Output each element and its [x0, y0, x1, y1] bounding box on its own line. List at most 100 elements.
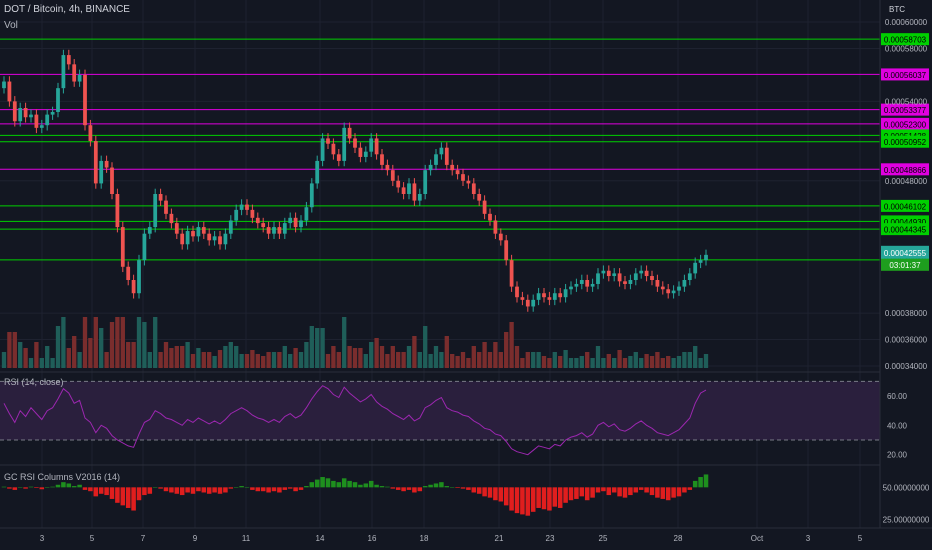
volume-bar: [390, 346, 395, 368]
gc-column: [509, 487, 514, 511]
volume-bar: [342, 317, 347, 368]
gc-column: [633, 487, 639, 493]
volume-bar: [72, 336, 77, 368]
volume-bar: [493, 342, 498, 368]
gc-column: [638, 487, 644, 490]
volume-bar: [396, 352, 401, 368]
volume-bar: [590, 358, 595, 368]
candle-body: [336, 154, 341, 161]
candle-body: [29, 114, 33, 118]
volume-bar: [649, 356, 655, 368]
gc-column: [482, 487, 487, 497]
volume-bar: [309, 326, 314, 368]
gc-column: [568, 487, 574, 501]
gc-column: [428, 484, 433, 488]
candle-body: [450, 164, 455, 171]
volume-bar: [698, 358, 703, 368]
candle-body: [39, 125, 44, 128]
volume-bar: [444, 336, 449, 368]
gc-column: [455, 487, 460, 488]
volume-bar: [120, 317, 125, 368]
volume-bar: [288, 354, 293, 368]
volume-bar: [23, 348, 28, 368]
volume-bar: [126, 342, 131, 368]
gc-column: [50, 486, 55, 488]
gc-tick: 25.00000000: [883, 516, 930, 525]
volume-bar: [563, 350, 568, 368]
volume-bar: [147, 352, 152, 368]
candle-body: [677, 286, 681, 291]
volume-bar: [39, 358, 44, 368]
candle-body: [299, 220, 303, 228]
volume-bar: [374, 338, 379, 368]
gc-column: [115, 487, 120, 503]
horizontal-levels[interactable]: 0.00058703 0.00056037 0.00053377 0.00052300…: [0, 33, 929, 266]
gc-column: [61, 482, 66, 488]
rsi-tick: 20.00: [887, 451, 908, 460]
price-tick: 0.00036000: [885, 336, 928, 345]
volume-bar: [423, 326, 428, 368]
volume-bar: [509, 322, 514, 368]
gc-column: [66, 483, 72, 488]
gc-column: [503, 487, 509, 506]
gc-column: [422, 486, 428, 488]
gc-column: [331, 480, 336, 488]
candle-body: [380, 154, 384, 165]
volume-bar: [28, 358, 34, 368]
volume-bar: [579, 356, 584, 368]
gc-column: [379, 486, 385, 488]
gc-column: [104, 487, 109, 496]
gc-column: [1, 486, 7, 488]
candle-body: [201, 227, 206, 234]
rsi-pane[interactable]: 60.00 40.00 20.00: [0, 371, 908, 460]
volume-bar: [558, 356, 563, 368]
gc-column: [476, 487, 482, 494]
candle-body: [639, 270, 644, 274]
time-tick: 3: [806, 534, 811, 543]
price-tick: 0.00038000: [885, 309, 928, 318]
candle-body: [212, 236, 217, 241]
volume-bar: [477, 352, 482, 368]
gc-column: [55, 484, 61, 488]
candle-body: [693, 262, 698, 274]
gc-column: [190, 487, 196, 494]
gc-column: [552, 487, 558, 507]
last-price-tag: [881, 245, 929, 259]
gc-column: [611, 487, 617, 493]
volume-bar: [93, 317, 98, 368]
price-axis[interactable]: 0.00060000 0.00058000 0.00054000 0.00048000…: [879, 0, 929, 528]
time-axis[interactable]: 3 5 7 9 11 14 16 18 21 23 25 28 Oct 3 5: [0, 527, 932, 543]
time-tick: 14: [316, 534, 325, 543]
volume-bar: [433, 346, 439, 368]
time-tick: 11: [242, 534, 251, 543]
price-tick: 0.00060000: [885, 18, 928, 27]
gc-column: [169, 487, 174, 493]
candle-body: [83, 74, 87, 126]
candle-body: [704, 254, 708, 261]
gc-column: [358, 484, 363, 488]
gc-column: [363, 483, 369, 488]
candle-body: [315, 160, 320, 184]
candle-body: [558, 293, 563, 298]
candle-body: [547, 297, 552, 300]
candle-body: [110, 167, 114, 194]
candle-body: [66, 55, 71, 65]
gc-column: [88, 487, 93, 492]
volume-bar: [325, 354, 331, 368]
candle-body: [552, 293, 557, 300]
candle-body: [606, 270, 611, 277]
gc-rsi-columns-pane[interactable]: 50.00000000 25.00000000: [0, 464, 930, 525]
candle-body: [369, 138, 374, 152]
gc-column: [536, 487, 541, 508]
volume-bar: [315, 328, 320, 368]
gc-column: [12, 487, 18, 490]
volume-bar: [541, 356, 547, 368]
level-value: 0.00044930: [884, 218, 927, 227]
volume-bar: [504, 332, 509, 368]
time-tick: 25: [599, 534, 608, 543]
volume-bar: [7, 332, 12, 368]
volume-bar: [255, 354, 260, 368]
gc-column: [298, 487, 304, 490]
volume-bar: [617, 350, 622, 368]
